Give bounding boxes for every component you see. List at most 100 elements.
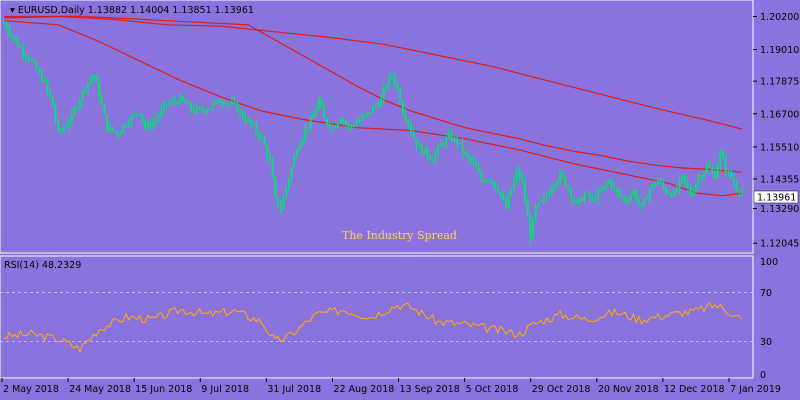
- candle: [201, 102, 204, 114]
- candle: [149, 117, 152, 131]
- candle: [453, 135, 456, 143]
- candle: [684, 174, 687, 188]
- candle: [388, 72, 391, 91]
- candle: [673, 188, 676, 198]
- candle: [355, 117, 358, 127]
- candle: [342, 117, 345, 126]
- rsi-panel: 100 70 30 0 RSI(14) 48.2329: [0, 255, 778, 381]
- candle: [111, 126, 114, 133]
- candle: [320, 95, 323, 108]
- symbol-line: EURUSD,Daily 1.13882 1.14004 1.13851 1.1…: [18, 5, 254, 16]
- candle: [106, 114, 109, 134]
- candle: [692, 186, 695, 197]
- candle: [437, 144, 440, 159]
- candle: [464, 150, 467, 156]
- candle: [334, 124, 337, 128]
- candle: [176, 99, 179, 107]
- candle: [144, 118, 147, 132]
- candle: [287, 177, 290, 192]
- candle: [306, 128, 309, 135]
- candle: [222, 99, 225, 106]
- candle: [521, 173, 524, 186]
- candle: [76, 105, 79, 111]
- date-axis: 2 May 2018 24 May 2018 15 Jun 2018 9 Jul 20…: [1, 378, 781, 395]
- rsi-line: [3, 301, 743, 354]
- candle: [184, 98, 187, 105]
- candle: [510, 188, 513, 197]
- candle: [504, 195, 507, 210]
- candle: [415, 137, 418, 152]
- candle: [646, 193, 649, 200]
- candle: [35, 60, 38, 71]
- candle: [255, 121, 258, 137]
- candle: [496, 183, 499, 194]
- candle: [393, 70, 396, 88]
- candle: [407, 118, 410, 130]
- candle: [293, 153, 296, 168]
- candle: [165, 103, 168, 111]
- candle: [637, 193, 640, 208]
- candle: [38, 67, 41, 75]
- candle: [594, 193, 597, 202]
- candle: [279, 199, 282, 215]
- candle: [46, 78, 49, 95]
- candle: [621, 195, 624, 203]
- candle: [195, 103, 198, 116]
- chevron-down-icon[interactable]: ▾: [10, 5, 15, 16]
- candle: [570, 188, 573, 204]
- candle: [518, 166, 521, 183]
- candle: [127, 118, 130, 129]
- candle: [65, 121, 68, 129]
- candle: [534, 204, 537, 223]
- candle: [529, 211, 532, 245]
- candle: [618, 188, 621, 199]
- candle: [182, 95, 185, 103]
- candle: [564, 177, 567, 188]
- date-tick-label: 2 May 2018: [3, 384, 59, 395]
- candle: [95, 73, 98, 83]
- candle: [49, 89, 52, 99]
- candle: [5, 20, 8, 33]
- candle: [8, 24, 11, 39]
- candle: [599, 184, 602, 193]
- watermark: The Industry Spread: [342, 229, 457, 242]
- candle: [372, 104, 374, 113]
- candle: [559, 168, 562, 185]
- candle: [477, 162, 480, 174]
- price-tick-label: 1.15510: [760, 142, 799, 153]
- candle: [260, 133, 263, 141]
- candle: [108, 121, 111, 132]
- price-tick-label: 1.16700: [760, 109, 799, 120]
- candle: [597, 187, 600, 206]
- candle: [445, 133, 448, 149]
- candle: [678, 176, 681, 196]
- candle: [485, 179, 488, 183]
- candle: [43, 77, 46, 84]
- candle: [616, 187, 619, 199]
- candle: [81, 88, 84, 107]
- date-tick-label: 12 Dec 2018: [664, 384, 725, 395]
- candle: [141, 113, 144, 125]
- candle: [380, 93, 383, 107]
- price-axis: 1.20200 1.19010 1.17875 1.16700 1.15510 1.143…: [753, 12, 799, 250]
- price-tick-label: 1.17875: [760, 77, 799, 88]
- candle: [741, 185, 743, 197]
- candle: [249, 119, 252, 129]
- candle: [404, 107, 407, 124]
- current-price-label: 1.13961: [757, 193, 796, 204]
- candle: [499, 191, 502, 199]
- candle: [154, 112, 157, 128]
- ma-line-3: [4, 15, 743, 173]
- moving-averages: [3, 15, 743, 197]
- date-tick-label: 24 May 2018: [69, 384, 131, 395]
- candle: [217, 98, 220, 104]
- candle: [412, 126, 415, 139]
- candle: [578, 198, 581, 208]
- candle: [57, 118, 60, 135]
- date-tick-label: 22 Aug 2018: [333, 384, 394, 395]
- candle: [350, 124, 353, 132]
- candle: [502, 189, 505, 202]
- price-tick-label: 1.19010: [760, 45, 799, 56]
- candle: [70, 107, 73, 128]
